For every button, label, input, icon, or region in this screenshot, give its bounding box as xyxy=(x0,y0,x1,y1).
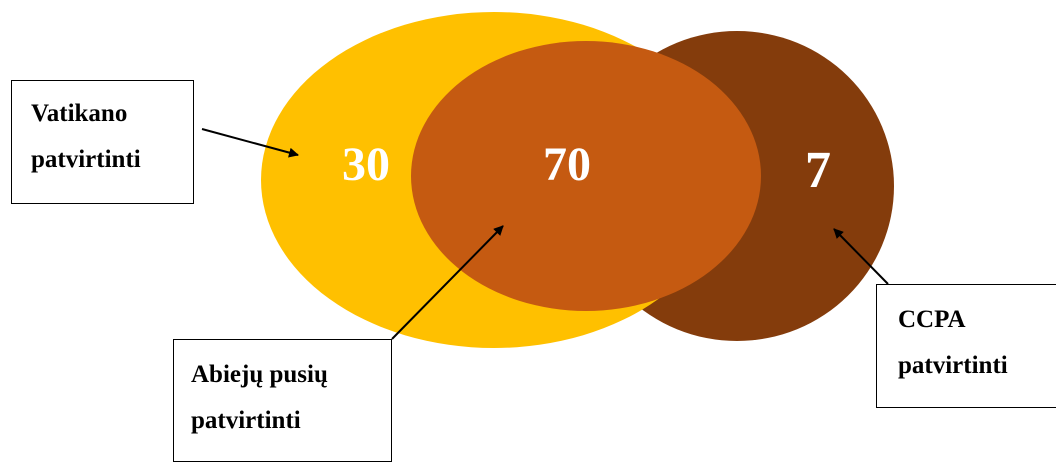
ccpa-label-line1: CCPA xyxy=(898,306,966,333)
ccpa-label-box: CCPA patvirtinti xyxy=(876,284,1056,408)
vatikano-label-box: Vatikano patvirtinti xyxy=(11,80,194,204)
ccpa-arrow xyxy=(833,228,889,285)
ccpa-only-count: 7 xyxy=(805,142,831,199)
vatikano-label-line1: Vatikano xyxy=(31,100,128,127)
overlap-region xyxy=(411,41,761,311)
both-label-line1: Abiejų pusių xyxy=(191,361,328,388)
vatikano-arrow xyxy=(201,128,299,158)
both-label-line2: patvirtinti xyxy=(191,407,301,434)
both-count: 70 xyxy=(543,138,591,191)
both-arrow xyxy=(391,225,504,340)
vatikano-only-count: 30 xyxy=(342,138,390,191)
vatikano-label-line2: patvirtinti xyxy=(31,146,141,173)
both-label-box: Abiejų pusių patvirtinti xyxy=(173,339,392,462)
ccpa-label-line2: patvirtinti xyxy=(898,352,1008,379)
